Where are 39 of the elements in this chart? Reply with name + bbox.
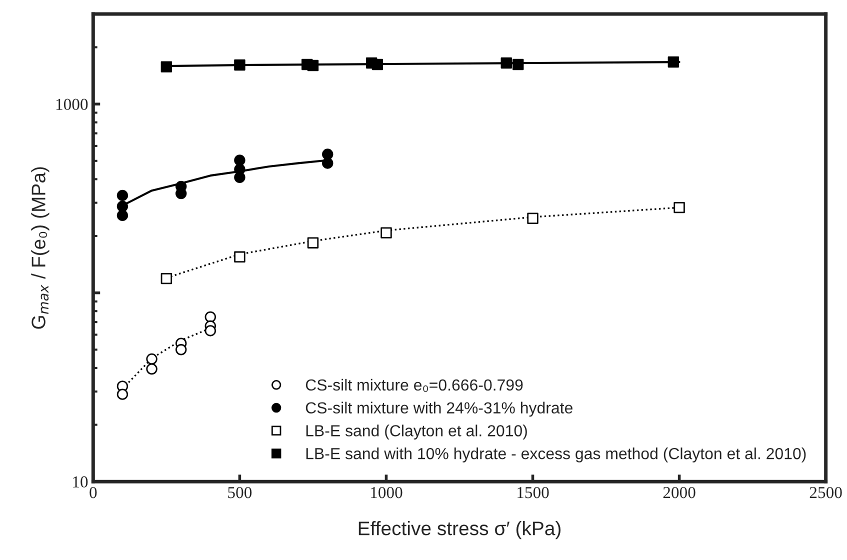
point [500,57,512,69]
point [116,210,128,222]
point [146,353,158,365]
legend-label: CS-silt mixture with 24%-31% hydrate [306,402,572,417]
legend-label: LB-E sand (Clayton et al. 2010) [306,424,527,440]
point [512,58,524,70]
point [204,325,216,336]
x-tick-label: 1500 [518,486,549,498]
x-tick-label: 2500 [810,486,842,498]
legend-label: CS-silt mixture e₀=0.666-0.799 [306,378,523,392]
point [116,190,128,202]
x-tick-label: 2000 [663,486,696,498]
point [234,251,246,263]
point [322,148,334,160]
point [527,212,538,224]
x-tick-label: 0 [90,486,97,498]
point [668,56,680,68]
point [234,154,246,166]
point [116,388,128,400]
point [307,60,319,72]
point [160,272,172,284]
point [380,227,392,238]
point [322,158,334,169]
y-tick-label: 10 [73,476,88,488]
point [674,202,685,214]
point [204,311,216,323]
point [116,200,128,212]
point [146,363,158,375]
point [175,344,187,356]
point [160,61,172,72]
point [234,59,246,71]
legend-label: LB-E sand with 10% hydrate - excess gas method (Clayton et al. 2010) [306,448,806,462]
x-tick-label: 500 [228,486,252,498]
point [234,172,246,183]
x-tick-label: 1000 [371,486,402,498]
x-axis-title: Effective stress σ′ (kPa) [358,521,560,540]
point [307,237,319,248]
y-axis-title: G$_{max}$ / F(e₀) (MPa) [31,167,50,329]
point [372,58,384,70]
